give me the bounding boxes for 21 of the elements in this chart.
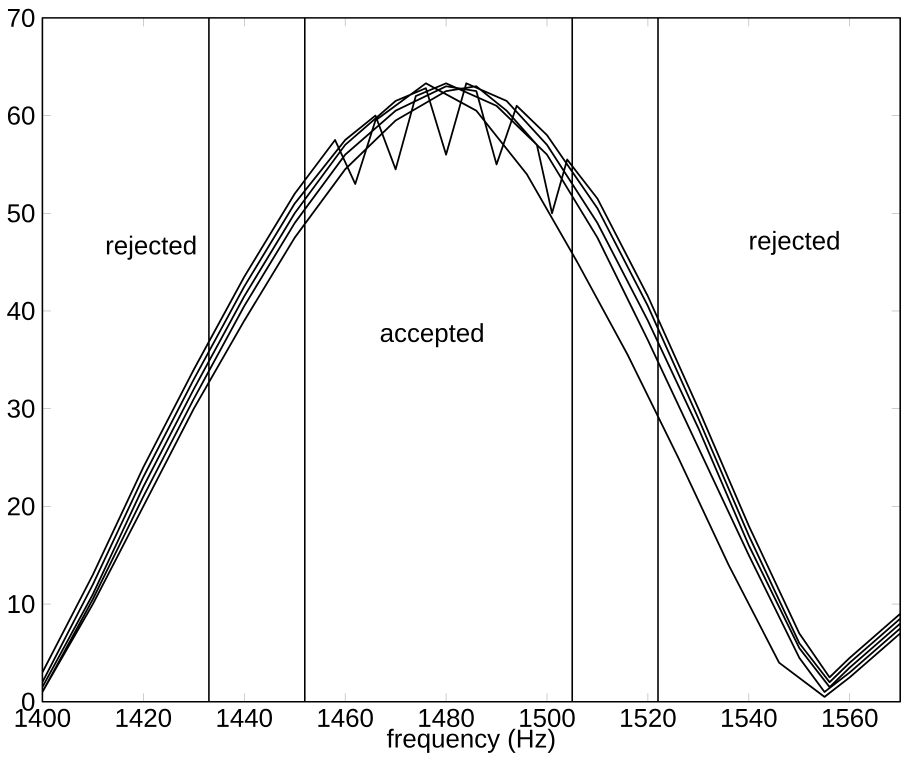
y-tick-label: 20 <box>8 497 34 516</box>
annotation: rejected <box>106 235 196 260</box>
annotation: accepted <box>380 322 483 348</box>
x-tick-label: 1540 <box>722 708 777 727</box>
y-tick-label: 60 <box>8 106 34 125</box>
x-axis-title: frequency (Hz) <box>386 728 554 753</box>
y-tick-label: 50 <box>8 204 34 222</box>
x-tick-label: 1440 <box>217 708 272 727</box>
y-tick-label: 70 <box>8 8 34 27</box>
x-tick-label: 1560 <box>822 708 878 727</box>
y-tick-label: 0 <box>22 692 34 711</box>
x-tick-label: 1480 <box>419 708 474 727</box>
x-tick-label: 1420 <box>116 708 172 727</box>
x-tick-label: 1460 <box>318 708 373 727</box>
y-tick-label: 30 <box>8 399 34 418</box>
y-tick-label: 40 <box>7 302 34 320</box>
x-tick-label: 1400 <box>16 708 70 727</box>
y-tick-label: 10 <box>8 594 34 614</box>
x-tick-label: 1520 <box>621 708 676 727</box>
x-tick-label: 1500 <box>520 708 575 727</box>
annotation: rejected <box>750 230 839 255</box>
